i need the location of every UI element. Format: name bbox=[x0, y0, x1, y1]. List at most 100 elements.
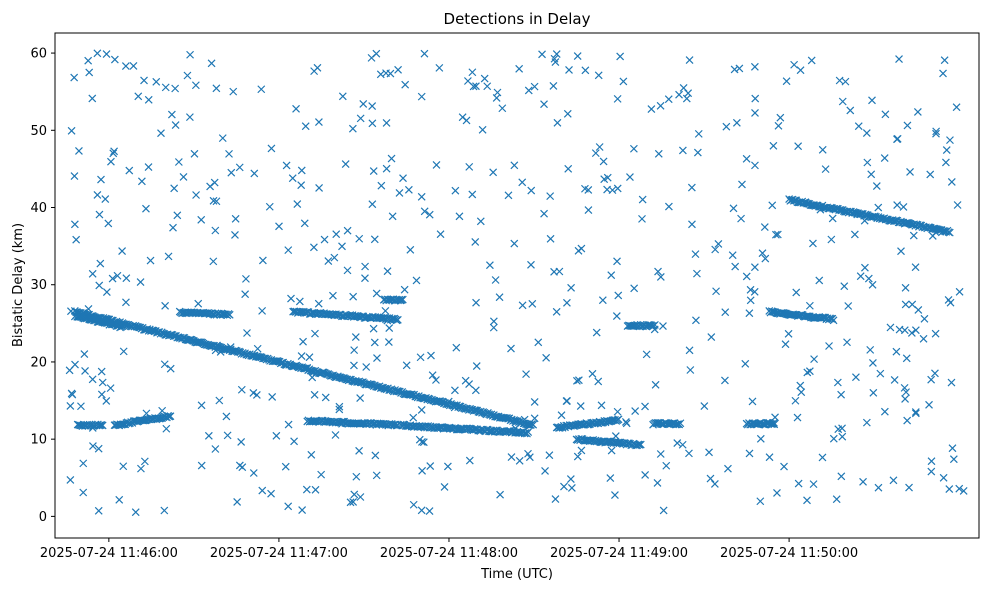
clutter-point bbox=[859, 477, 867, 486]
clutter-point bbox=[215, 396, 224, 405]
clutter-point bbox=[397, 295, 406, 304]
clutter-point bbox=[598, 296, 607, 305]
clutter-point bbox=[367, 53, 376, 62]
clutter-point bbox=[101, 195, 110, 203]
clutter-point bbox=[94, 506, 103, 515]
clutter-point bbox=[770, 420, 779, 429]
clutter-point bbox=[756, 497, 765, 506]
clutter-point bbox=[225, 149, 233, 158]
clutter-point bbox=[911, 263, 920, 272]
clutter-point bbox=[562, 397, 571, 406]
clutter-point bbox=[471, 386, 480, 395]
clutter-point bbox=[338, 92, 347, 101]
clutter-point bbox=[98, 378, 107, 387]
clutter-point bbox=[428, 371, 437, 380]
clutter-point bbox=[707, 333, 716, 342]
clutter-point bbox=[522, 370, 530, 379]
clutter-point bbox=[678, 440, 687, 449]
clutter-point bbox=[504, 191, 513, 200]
clutter-point bbox=[108, 274, 117, 283]
clutter-point bbox=[947, 378, 956, 387]
clutter-point bbox=[573, 52, 582, 60]
clutter-point bbox=[258, 486, 267, 495]
clutter-point bbox=[594, 377, 603, 386]
clutter-point bbox=[489, 317, 498, 326]
clutter-point bbox=[780, 462, 788, 471]
clutter-point bbox=[361, 262, 370, 271]
clutter-point bbox=[308, 373, 317, 382]
clutter-point bbox=[84, 304, 93, 313]
clutter-point bbox=[472, 362, 481, 370]
x-tick-label: 2025-07-24 11:50:00 bbox=[720, 546, 858, 561]
clutter-point bbox=[837, 472, 846, 481]
clutter-point bbox=[932, 129, 940, 138]
clutter-point bbox=[611, 491, 619, 499]
clutter-point bbox=[89, 442, 97, 450]
clutter-point bbox=[903, 416, 912, 425]
clutter-point bbox=[750, 263, 759, 272]
clutter-point bbox=[815, 276, 824, 285]
clutter-point bbox=[287, 294, 295, 303]
clutter-point bbox=[443, 462, 452, 471]
clutter-point bbox=[452, 343, 461, 352]
clutter-point bbox=[797, 388, 806, 397]
clutter-point bbox=[895, 325, 904, 334]
clutter-point bbox=[893, 134, 902, 143]
clutter-point bbox=[893, 201, 902, 209]
track-point bbox=[614, 415, 623, 424]
clutter-point bbox=[455, 212, 464, 221]
clutter-point bbox=[401, 80, 410, 89]
clutter-point bbox=[206, 182, 215, 191]
clutter-point bbox=[688, 220, 696, 229]
clutter-point bbox=[88, 424, 97, 432]
clutter-point bbox=[642, 350, 651, 359]
clutter-point bbox=[567, 484, 576, 492]
clutter-point bbox=[213, 341, 221, 350]
clutter-point bbox=[387, 154, 396, 163]
clutter-point bbox=[911, 326, 920, 335]
clutter-point bbox=[161, 83, 170, 92]
clutter-point bbox=[920, 314, 929, 323]
clutter-point bbox=[267, 144, 276, 153]
clutter-point bbox=[515, 64, 524, 73]
clutter-point bbox=[382, 119, 391, 127]
clutter-point bbox=[425, 507, 434, 515]
clutter-point bbox=[673, 439, 682, 447]
clutter-point bbox=[426, 462, 435, 471]
clutter-point bbox=[400, 285, 409, 294]
clutter-point bbox=[418, 466, 427, 475]
clutter-point bbox=[122, 274, 131, 283]
clutter-point bbox=[468, 190, 477, 199]
clutter-point bbox=[853, 210, 862, 219]
track-point bbox=[750, 420, 759, 428]
clutter-point bbox=[388, 212, 397, 221]
clutter-point bbox=[268, 393, 277, 401]
x-tick-label: 2025-07-24 11:49:00 bbox=[550, 546, 688, 561]
clutter-point bbox=[284, 246, 293, 255]
clutter-point bbox=[550, 267, 558, 276]
clutter-point bbox=[483, 82, 492, 91]
clutter-point bbox=[317, 470, 326, 479]
clutter-point bbox=[892, 347, 901, 356]
clutter-point bbox=[860, 216, 869, 225]
clutter-point bbox=[507, 344, 515, 353]
clutter-point bbox=[881, 110, 890, 119]
clutter-point bbox=[465, 456, 474, 465]
clutter-point bbox=[179, 172, 188, 181]
clutter-point bbox=[827, 235, 836, 244]
track-point bbox=[96, 421, 105, 430]
clutter-point bbox=[300, 219, 309, 228]
clutter-point bbox=[107, 157, 115, 166]
clutter-point bbox=[818, 453, 827, 462]
clutter-point bbox=[417, 506, 426, 515]
clutter-point bbox=[104, 219, 113, 228]
clutter-point bbox=[335, 405, 344, 414]
clutter-point bbox=[742, 272, 751, 281]
clutter-point bbox=[73, 312, 82, 320]
clutter-point bbox=[685, 346, 694, 355]
clutter-point bbox=[249, 469, 258, 477]
clutter-point bbox=[297, 166, 306, 175]
clutter-point bbox=[833, 378, 842, 387]
clutter-point bbox=[309, 243, 318, 252]
clutter-point bbox=[356, 114, 365, 123]
